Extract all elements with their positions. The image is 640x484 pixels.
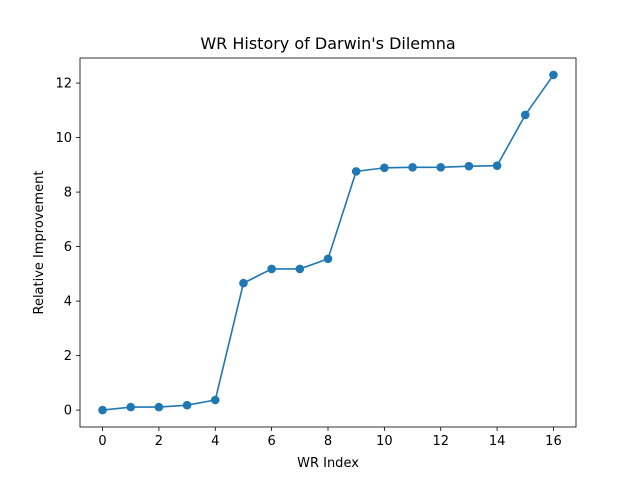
data-point <box>295 264 305 274</box>
data-point <box>464 161 474 171</box>
chart-title: WR History of Darwin's Dilemna <box>200 34 455 53</box>
data-point <box>210 395 220 405</box>
data-point <box>549 70 558 80</box>
data-point <box>98 405 107 415</box>
data-point <box>380 163 389 173</box>
data-point <box>182 400 192 410</box>
x-axis: 0 2 4 6 8 10 12 14 16 <box>98 427 562 449</box>
y-axis: 0 2 4 6 8 10 12 <box>55 77 80 419</box>
series-layer <box>98 70 558 415</box>
x-tick-label: 12 <box>432 434 449 449</box>
data-point <box>126 402 136 412</box>
data-point <box>154 402 164 412</box>
data-point <box>436 162 446 172</box>
y-tick-label: 2 <box>64 349 72 364</box>
y-axis-label: Relative Improvement <box>32 170 47 314</box>
x-axis-label: WR Index <box>297 456 359 471</box>
data-point <box>239 278 248 288</box>
data-point <box>520 110 530 120</box>
y-tick-label: 8 <box>64 186 72 201</box>
y-tick-label: 12 <box>55 77 72 92</box>
data-point <box>408 162 417 172</box>
data-point <box>492 161 502 170</box>
x-tick-label: 16 <box>545 434 562 449</box>
x-tick-label: 0 <box>98 434 106 449</box>
y-tick-label: 0 <box>64 404 72 419</box>
x-tick-label: 10 <box>376 434 393 449</box>
data-point <box>323 254 333 264</box>
x-tick-label: 6 <box>267 434 275 449</box>
y-tick-label: 4 <box>64 295 72 310</box>
x-tick-label: 8 <box>324 434 332 449</box>
data-point <box>267 264 276 274</box>
y-tick-label: 10 <box>55 131 72 146</box>
x-tick-label: 14 <box>489 434 506 449</box>
y-tick-label: 6 <box>64 240 72 255</box>
data-point <box>351 167 361 176</box>
x-tick-label: 2 <box>155 434 163 449</box>
x-tick-label: 4 <box>211 434 219 449</box>
